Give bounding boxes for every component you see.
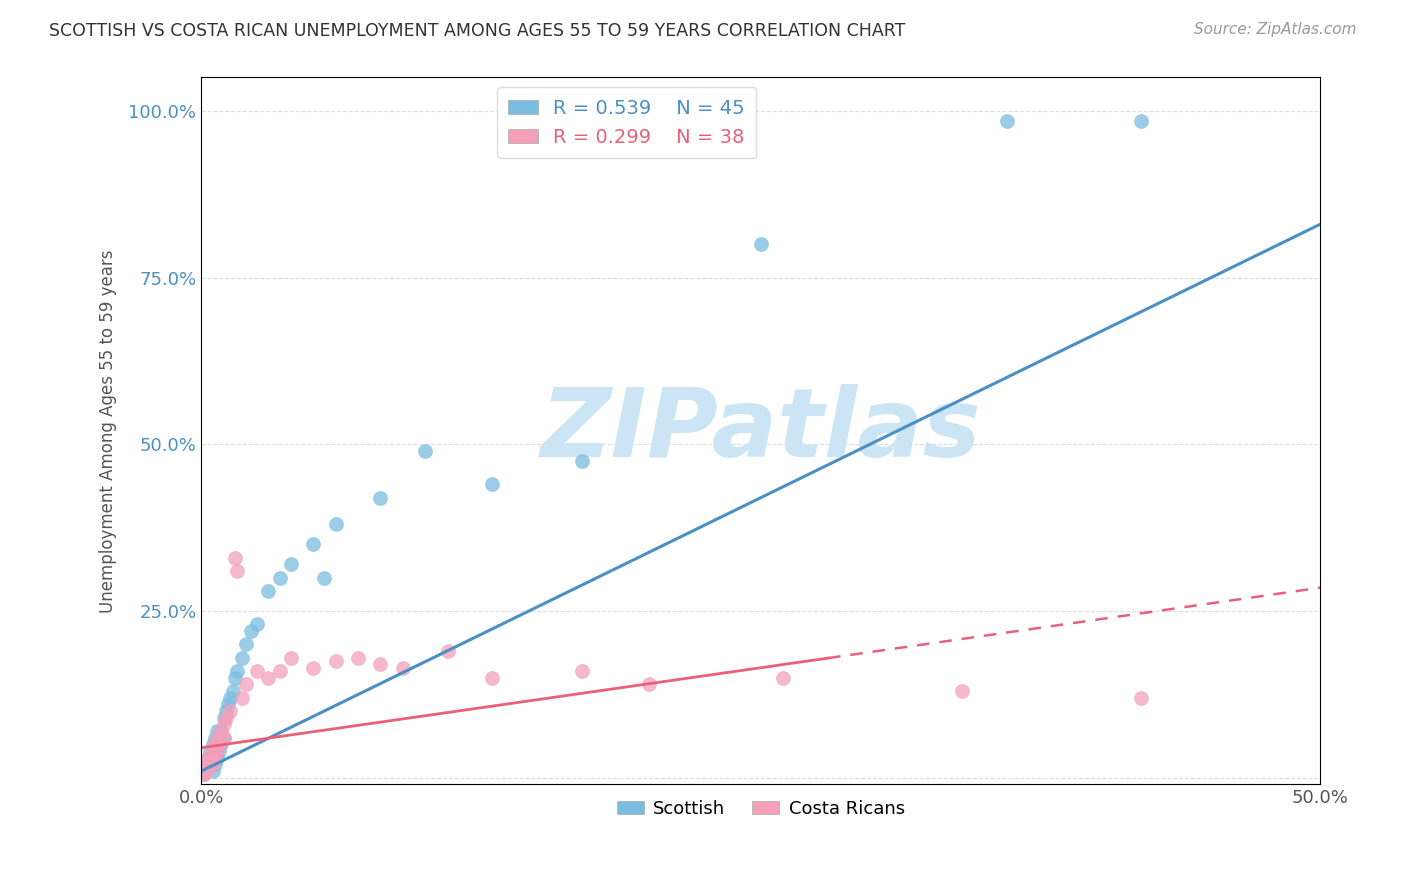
Point [481,671,503,685]
Point [201,757,224,772]
Point [772,671,794,685]
Point [413,444,436,458]
Point [212,717,235,731]
Point [224,550,246,565]
Point [197,750,219,764]
Point [325,654,347,668]
Point [269,664,291,678]
Point [205,738,228,752]
Point [571,664,593,678]
Point [212,731,235,745]
Point [269,571,291,585]
Point [201,764,224,778]
Point [200,754,222,768]
Point [211,738,233,752]
Point [481,477,503,491]
Legend: Scottish, Costa Ricans: Scottish, Costa Ricans [610,792,912,825]
Point [204,757,226,772]
Point [208,738,231,752]
Point [347,650,370,665]
Point [219,690,242,705]
Point [197,761,219,775]
Point [201,744,224,758]
Point [204,738,226,752]
Point [212,731,235,745]
Point [211,724,233,739]
Point [205,724,228,739]
Point [221,684,243,698]
Point [208,731,231,745]
Point [231,690,253,705]
Point [280,650,302,665]
Point [638,677,661,691]
Point [246,664,269,678]
Point [205,750,228,764]
Point [204,731,226,745]
Point [257,671,280,685]
Point [571,454,593,468]
Point [749,237,772,252]
Point [391,661,413,675]
Y-axis label: Unemployment Among Ages 55 to 59 years: Unemployment Among Ages 55 to 59 years [100,249,117,613]
Point [194,764,217,778]
Point [370,657,392,672]
Point [194,764,217,778]
Point [239,624,262,638]
Point [235,677,257,691]
Point [200,744,222,758]
Point [208,744,231,758]
Text: ZIPatlas: ZIPatlas [540,384,981,477]
Point [302,661,325,675]
Point [197,761,219,775]
Point [302,537,325,551]
Point [215,711,238,725]
Point [995,113,1018,128]
Point [194,757,217,772]
Point [1130,113,1153,128]
Point [219,704,242,718]
Point [201,738,224,752]
Point [257,584,280,599]
Point [950,684,973,698]
Point [193,767,215,781]
Point [217,698,239,712]
Point [246,617,269,632]
Point [211,724,233,739]
Point [205,744,228,758]
Point [1130,690,1153,705]
Point [226,664,249,678]
Point [212,711,235,725]
Point [436,644,458,658]
Point [205,731,228,745]
Point [314,571,336,585]
Point [235,637,257,651]
Point [194,757,217,772]
Point [204,744,226,758]
Point [280,558,302,572]
Point [200,757,222,772]
Point [193,767,215,781]
Point [231,650,253,665]
Point [215,704,238,718]
Point [325,517,347,532]
Text: SCOTTISH VS COSTA RICAN UNEMPLOYMENT AMONG AGES 55 TO 59 YEARS CORRELATION CHART: SCOTTISH VS COSTA RICAN UNEMPLOYMENT AMO… [49,22,905,40]
Point [201,750,224,764]
Text: Source: ZipAtlas.com: Source: ZipAtlas.com [1194,22,1357,37]
Point [197,750,219,764]
Point [226,564,249,578]
Point [224,671,246,685]
Point [204,750,226,764]
Point [370,491,392,505]
